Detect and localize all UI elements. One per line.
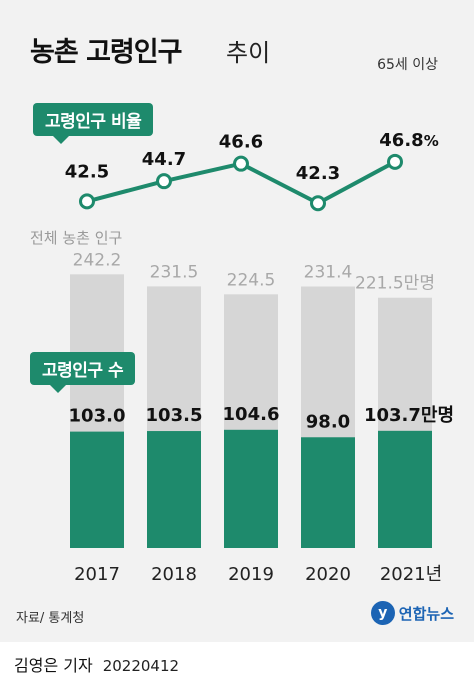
publish-date: 20220412 xyxy=(102,657,180,675)
source-note: 자료/ 통계청 xyxy=(16,611,85,626)
publisher-logo: y 연합뉴스 xyxy=(370,601,454,625)
ratio-value-label: 42.5 xyxy=(65,161,109,182)
elderly-value-label: 103.5 xyxy=(146,405,203,426)
elderly-bar xyxy=(301,437,355,548)
elderly-legend-tag: 고령인구 수 xyxy=(30,352,136,393)
title-main: 농촌 고령인구 xyxy=(30,37,182,68)
ratio-point xyxy=(233,155,249,172)
total-value-label: 231.4 xyxy=(304,263,353,283)
x-tick-label: 2018 xyxy=(151,564,197,585)
byline: 김영은 기자 20220412 xyxy=(14,652,179,676)
page-title: 농촌 고령인구 xyxy=(30,30,182,69)
ratio-value-label: 46.6 xyxy=(219,132,263,153)
elderly-bar xyxy=(378,430,432,548)
ratio-point xyxy=(156,173,172,190)
elderly-value-label: 104.6 xyxy=(223,404,280,425)
elderly-bar xyxy=(147,431,201,548)
elderly-bar xyxy=(224,429,278,548)
ratio-value-label: 46.8% xyxy=(379,130,438,151)
ratio-point xyxy=(310,195,326,212)
ratio-value-label: 44.7 xyxy=(142,149,186,170)
elderly-value-label: 103.7만명 xyxy=(364,405,454,426)
elderly-value-label: 98.0 xyxy=(306,411,350,432)
x-tick-label: 2020 xyxy=(305,564,351,585)
age-note: 65세 이상 xyxy=(377,57,438,73)
yonhap-logo-icon: y xyxy=(370,601,395,625)
ratio-point xyxy=(387,153,403,170)
total-value-label: 224.5 xyxy=(227,270,276,290)
x-tick-label: 2017 xyxy=(74,564,120,585)
elderly-value-label: 103.0 xyxy=(69,406,126,427)
elderly-bar xyxy=(70,431,124,548)
title-suffix: 추이 xyxy=(226,39,271,67)
x-tick-label: 2021년 xyxy=(380,564,442,585)
chart-svg: 242.2 103.0 2017 231.5 103.5 2018 224.5 104.6 20… xyxy=(65,130,454,585)
total-value-label: 231.5 xyxy=(150,262,199,282)
total-value-label: 242.2 xyxy=(73,250,122,270)
ratio-point xyxy=(79,193,95,210)
total-value-label: 221.5만명 xyxy=(355,274,435,294)
publisher-name: 연합뉴스 xyxy=(398,604,454,623)
ratio-legend-tag: 고령인구 비율 xyxy=(33,103,154,144)
reporter-name: 김영은 기자 xyxy=(14,656,93,675)
total-population-label: 전체 농촌 인구 xyxy=(30,229,123,247)
x-tick-label: 2019 xyxy=(228,564,274,585)
ratio-value-label: 42.3 xyxy=(296,163,340,184)
